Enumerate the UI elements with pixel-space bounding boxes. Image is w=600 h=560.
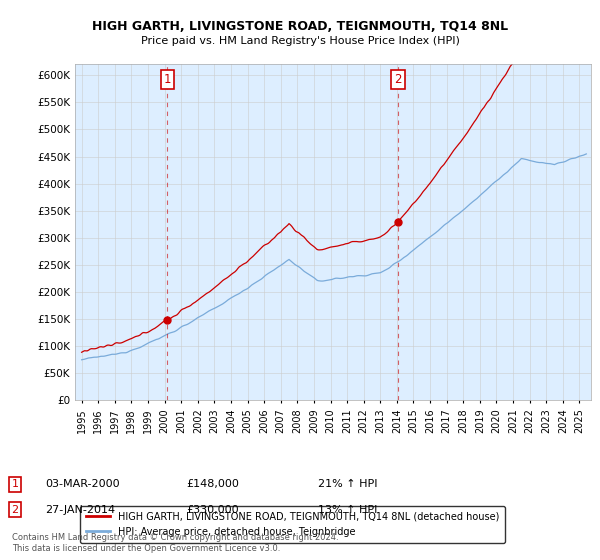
Text: £330,000: £330,000 bbox=[186, 505, 239, 515]
Text: 2: 2 bbox=[394, 73, 402, 86]
Legend: HIGH GARTH, LIVINGSTONE ROAD, TEIGNMOUTH, TQ14 8NL (detached house), HPI: Averag: HIGH GARTH, LIVINGSTONE ROAD, TEIGNMOUTH… bbox=[80, 506, 505, 543]
Text: 1: 1 bbox=[11, 479, 19, 489]
Text: Contains HM Land Registry data © Crown copyright and database right 2024.
This d: Contains HM Land Registry data © Crown c… bbox=[12, 534, 338, 553]
Text: HIGH GARTH, LIVINGSTONE ROAD, TEIGNMOUTH, TQ14 8NL: HIGH GARTH, LIVINGSTONE ROAD, TEIGNMOUTH… bbox=[92, 20, 508, 32]
Text: 13% ↑ HPI: 13% ↑ HPI bbox=[318, 505, 377, 515]
Text: 2: 2 bbox=[11, 505, 19, 515]
Text: 1: 1 bbox=[164, 73, 171, 86]
Text: 27-JAN-2014: 27-JAN-2014 bbox=[45, 505, 115, 515]
Text: Price paid vs. HM Land Registry's House Price Index (HPI): Price paid vs. HM Land Registry's House … bbox=[140, 36, 460, 46]
Text: 21% ↑ HPI: 21% ↑ HPI bbox=[318, 479, 377, 489]
Text: £148,000: £148,000 bbox=[186, 479, 239, 489]
Text: 03-MAR-2000: 03-MAR-2000 bbox=[45, 479, 119, 489]
